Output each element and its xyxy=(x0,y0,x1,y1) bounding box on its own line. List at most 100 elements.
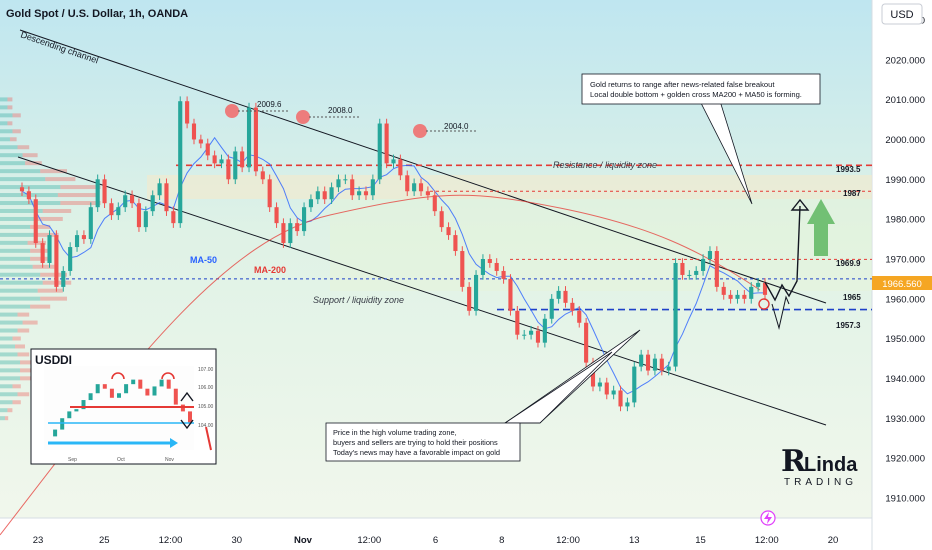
volume-bar xyxy=(17,352,30,357)
candle xyxy=(687,274,692,276)
candle xyxy=(659,358,664,371)
inset-peak xyxy=(161,372,175,380)
candle xyxy=(19,187,25,192)
dxy-inset: USD DI 107.00 106.00 105.00 104.00 Sep O… xyxy=(30,348,217,465)
candle xyxy=(185,101,190,124)
volume-bar xyxy=(0,272,41,277)
svg-text:R: R xyxy=(781,444,807,479)
candle xyxy=(253,107,258,172)
volume-bar xyxy=(7,97,13,102)
volume-bar xyxy=(0,248,31,253)
candle xyxy=(391,159,396,164)
candle xyxy=(212,155,217,164)
candle xyxy=(164,183,169,212)
inset-down-arrow xyxy=(205,426,212,451)
volume-bar xyxy=(0,400,13,405)
time-tick: 6 xyxy=(433,535,438,546)
candle xyxy=(756,282,761,287)
horizontal-levels xyxy=(0,164,872,311)
candle xyxy=(370,179,375,196)
volume-bar xyxy=(15,344,25,349)
time-tick: 30 xyxy=(231,535,242,546)
candle xyxy=(673,262,678,367)
price-tick: 1970.000 xyxy=(885,255,925,266)
price-tick: 2020.000 xyxy=(885,55,925,66)
candle xyxy=(74,235,80,248)
volume-bar xyxy=(30,256,51,261)
candle xyxy=(350,179,355,196)
currency-button[interactable]: USD xyxy=(881,3,923,25)
candle xyxy=(88,207,93,240)
volume-bar xyxy=(30,304,51,309)
candle xyxy=(549,298,554,319)
volume-bar xyxy=(0,360,21,365)
inset-candle xyxy=(117,393,121,398)
candle xyxy=(384,123,389,164)
inset-down-mark xyxy=(180,419,194,430)
volume-bar xyxy=(20,368,34,373)
candle xyxy=(721,286,726,295)
volume-bar xyxy=(0,304,31,309)
volume-bar xyxy=(20,376,34,381)
inset-candle xyxy=(124,384,129,394)
candle xyxy=(205,143,210,156)
linda-trading-logo: R Linda TRADING xyxy=(781,444,858,488)
time-tick: 20 xyxy=(828,535,839,546)
candle xyxy=(405,175,410,192)
candle xyxy=(604,382,609,395)
candle xyxy=(178,101,183,224)
candle xyxy=(473,274,479,311)
candle xyxy=(597,382,602,387)
time-tick: 12:00 xyxy=(159,535,183,546)
candle xyxy=(439,211,444,228)
volume-bar xyxy=(30,224,51,229)
volume-bar xyxy=(30,248,51,253)
candle xyxy=(625,402,630,407)
volume-bar xyxy=(35,232,59,237)
bottom-note-line-3: Today's news may have a favorable impact… xyxy=(333,448,500,457)
candle xyxy=(701,259,706,271)
candle xyxy=(652,358,657,371)
inset-title-suffix: DI xyxy=(60,353,72,367)
inset-candle xyxy=(67,411,72,419)
candle xyxy=(618,390,623,407)
price-tick: 1910.000 xyxy=(885,494,925,505)
volume-bar xyxy=(12,400,21,405)
inset-ytick-1: 107.00 xyxy=(198,367,214,373)
price-tick: 1980.000 xyxy=(885,215,925,226)
volume-bar xyxy=(60,201,101,206)
candle xyxy=(95,179,100,208)
price-tick: 2000.000 xyxy=(885,135,925,146)
inset-candle xyxy=(88,393,93,401)
time-axis-background xyxy=(0,518,872,550)
peak-label-2: 2008.0 xyxy=(328,106,353,115)
candle xyxy=(288,223,293,244)
candle xyxy=(191,123,197,140)
volume-bar xyxy=(9,137,17,142)
candle xyxy=(157,183,162,196)
volume-bar xyxy=(40,296,67,301)
bottom-callout: Price in the high volume trading zone, b… xyxy=(325,329,641,462)
volume-bar xyxy=(17,312,30,317)
time-tick: 12:00 xyxy=(755,535,779,546)
candle xyxy=(542,318,547,343)
price-tick: 1990.000 xyxy=(885,175,925,186)
candle xyxy=(529,330,534,335)
inset-candle xyxy=(131,379,136,385)
price-tick: 1950.000 xyxy=(885,334,925,345)
resistance-label: Resistance / liquidity zone xyxy=(553,160,657,170)
volume-bar xyxy=(37,216,63,221)
candle xyxy=(412,183,417,192)
candle xyxy=(666,366,671,371)
candle xyxy=(54,235,59,287)
inset-ytick-4: 104.00 xyxy=(198,423,214,429)
candle xyxy=(639,354,644,367)
bottom-note-line-2: buyers and sellers are trying to hold th… xyxy=(333,438,498,447)
volume-bar xyxy=(17,392,30,397)
volume-bar xyxy=(0,280,43,285)
lightning-icon[interactable] xyxy=(760,510,776,526)
inset-candle xyxy=(152,386,157,396)
volume-bar xyxy=(0,408,8,413)
inset-candle xyxy=(95,384,100,394)
volume-bar xyxy=(12,336,21,341)
